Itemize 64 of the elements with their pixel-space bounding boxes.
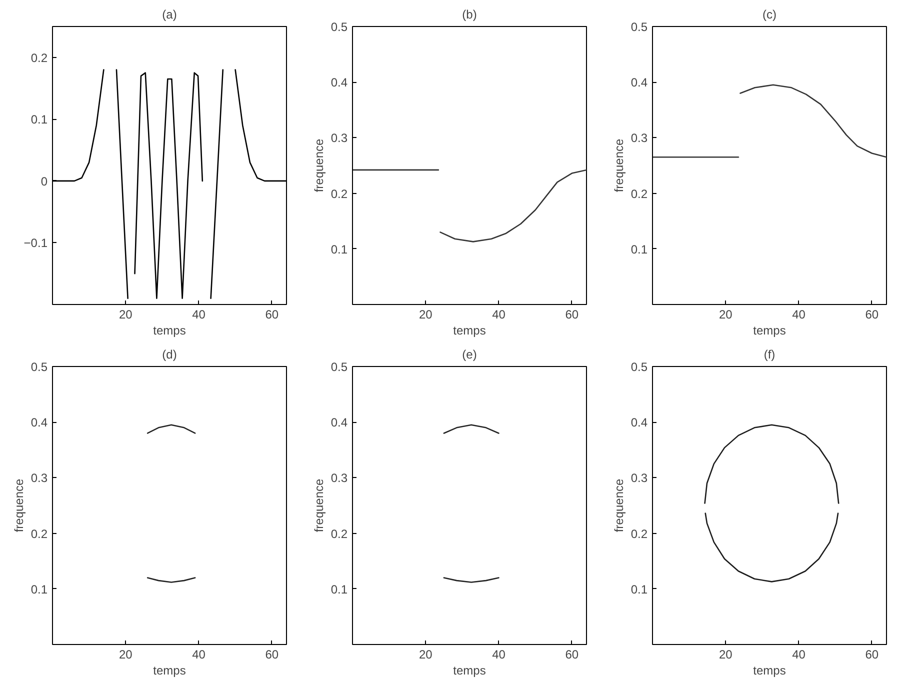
y-tick-label: 0.1 bbox=[30, 112, 48, 127]
y-tick-label: 0.3 bbox=[330, 471, 348, 486]
x-tick-label: 20 bbox=[418, 308, 433, 322]
y-tick-label: 0.3 bbox=[630, 131, 648, 146]
y-axis-title: frequence bbox=[612, 138, 626, 192]
y-tick-label: 0.2 bbox=[30, 50, 48, 65]
y-tick-label: 0.3 bbox=[30, 471, 48, 486]
x-tick-label: 40 bbox=[792, 648, 806, 662]
y-tick-label: 0.2 bbox=[330, 526, 348, 541]
chart-title: (a) bbox=[162, 8, 177, 22]
y-tick-label: 0.1 bbox=[630, 242, 648, 256]
x-tick-label: 20 bbox=[118, 308, 133, 322]
y-tick-label: 0.5 bbox=[630, 20, 648, 34]
y-tick-label: 0.1 bbox=[30, 582, 48, 596]
x-tick-label: 40 bbox=[192, 308, 206, 322]
x-axis-title: temps bbox=[753, 324, 786, 338]
chart-title: (b) bbox=[462, 8, 477, 22]
x-tick-label: 60 bbox=[265, 308, 279, 322]
y-tick-label: 0.4 bbox=[30, 416, 48, 430]
y-axis-title: frequence bbox=[12, 478, 26, 532]
y-axis-title: frequence bbox=[612, 478, 626, 532]
y-tick-label: 0.4 bbox=[330, 416, 348, 430]
x-axis-title: temps bbox=[453, 324, 486, 338]
y-tick-label: 0.4 bbox=[630, 76, 648, 90]
y-axis-title: frequence bbox=[312, 478, 326, 532]
y-tick-label: 0.5 bbox=[30, 360, 48, 374]
x-tick-label: 40 bbox=[792, 308, 806, 322]
x-tick-label: 60 bbox=[865, 648, 879, 662]
x-tick-label: 60 bbox=[565, 308, 579, 322]
y-tick-label: 0.3 bbox=[330, 131, 348, 146]
y-tick-label: 0.1 bbox=[630, 582, 648, 596]
y-tick-label: 0.5 bbox=[630, 360, 648, 374]
chart-title: (c) bbox=[762, 8, 777, 22]
x-tick-label: 60 bbox=[265, 648, 279, 662]
x-tick-label: 20 bbox=[718, 308, 733, 322]
y-tick-label: 0.2 bbox=[630, 526, 648, 541]
y-tick-label: −0.1 bbox=[24, 236, 48, 250]
x-tick-label: 40 bbox=[492, 648, 506, 662]
y-tick-label: 0.4 bbox=[630, 416, 648, 430]
x-tick-label: 40 bbox=[492, 308, 506, 322]
x-axis-title: temps bbox=[153, 664, 186, 678]
x-tick-label: 40 bbox=[192, 648, 206, 662]
x-tick-label: 20 bbox=[118, 648, 133, 662]
x-axis-title: temps bbox=[453, 664, 486, 678]
x-tick-label: 60 bbox=[565, 648, 579, 662]
y-tick-label: 0.5 bbox=[330, 20, 348, 34]
y-tick-label: 0.2 bbox=[30, 526, 48, 541]
chart-title: (e) bbox=[462, 348, 477, 362]
y-tick-label: 0.5 bbox=[330, 360, 348, 374]
x-tick-label: 60 bbox=[865, 308, 879, 322]
y-tick-label: 0.1 bbox=[330, 582, 348, 596]
y-tick-label: 0.4 bbox=[330, 76, 348, 90]
x-tick-label: 20 bbox=[718, 648, 733, 662]
x-tick-label: 20 bbox=[418, 648, 433, 662]
y-tick-label: 0.2 bbox=[630, 186, 648, 201]
chart-title: (f) bbox=[764, 348, 776, 362]
x-axis-title: temps bbox=[753, 664, 786, 678]
x-axis-title: temps bbox=[153, 324, 186, 338]
chart-title: (d) bbox=[162, 348, 177, 362]
y-tick-label: 0.2 bbox=[330, 186, 348, 201]
y-tick-label: 0.1 bbox=[330, 242, 348, 256]
y-axis-title: frequence bbox=[312, 138, 326, 192]
y-tick-label: 0.3 bbox=[630, 471, 648, 486]
y-tick-label: 0 bbox=[40, 174, 48, 188]
